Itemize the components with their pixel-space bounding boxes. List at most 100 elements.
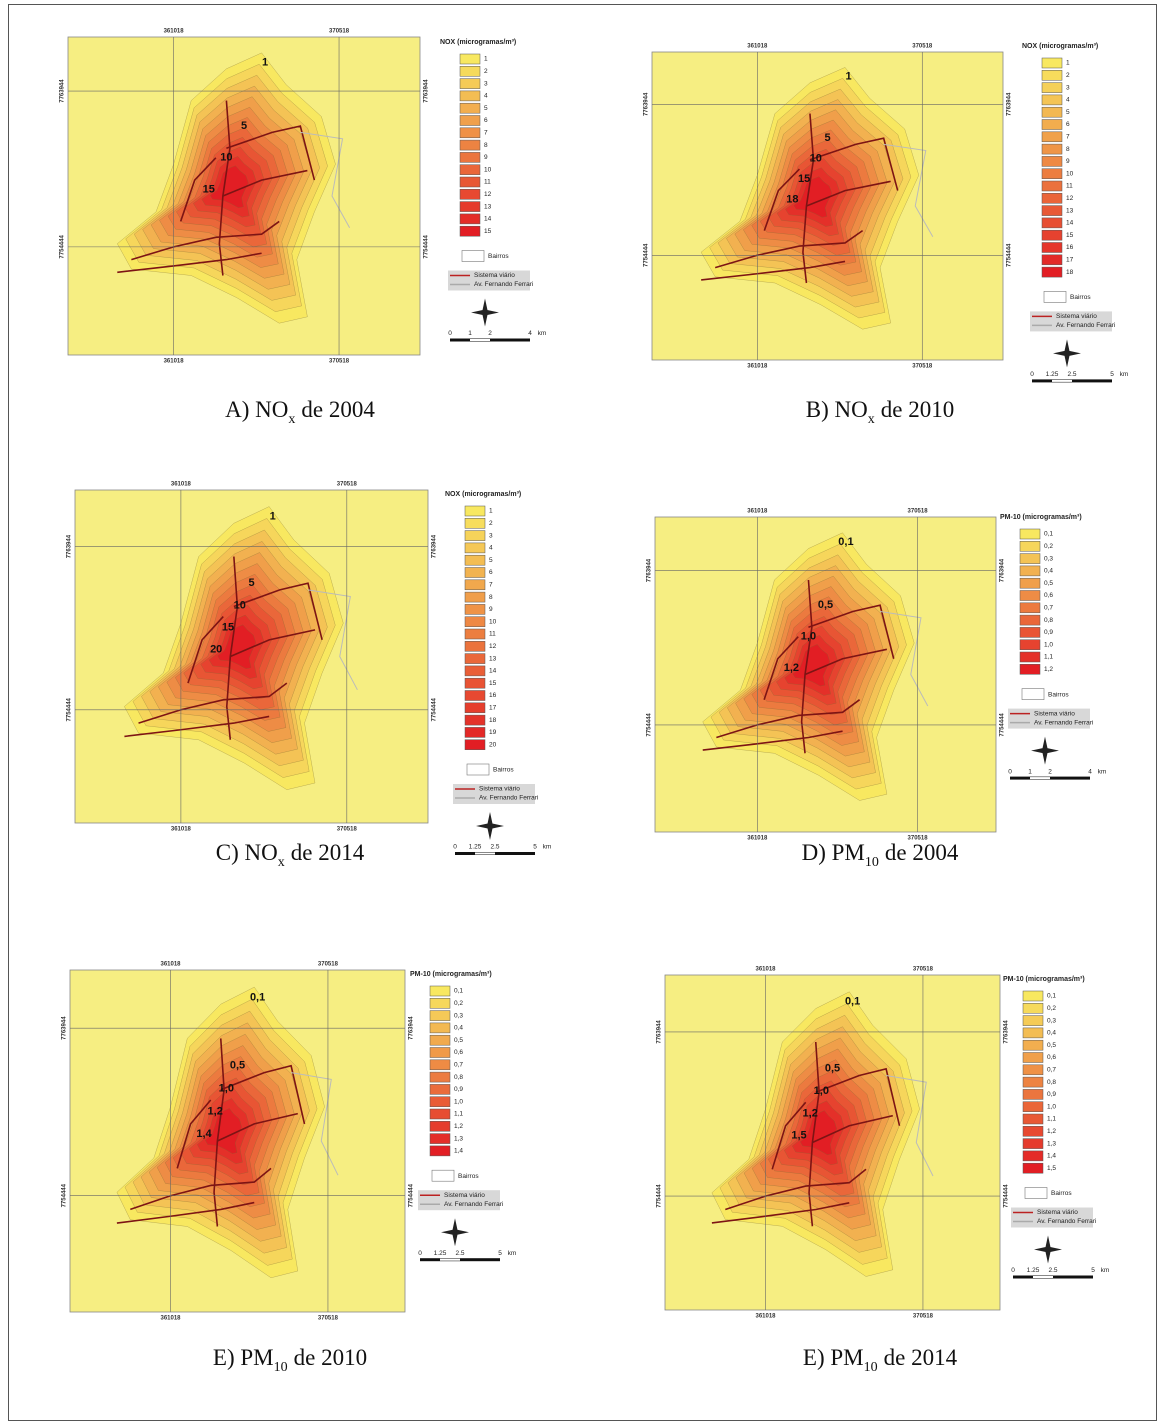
legend-label: 0,6: [1044, 592, 1053, 599]
scale-label: 2: [488, 330, 492, 337]
legend-swatch: [1022, 1064, 1044, 1076]
scale-label: km: [538, 330, 547, 337]
legend-swatch: [429, 1034, 451, 1046]
legend-swatch: [464, 677, 486, 689]
legend-label: 2: [484, 68, 488, 75]
legend-label: Bairros: [458, 1173, 479, 1180]
legend-swatch: [464, 530, 486, 541]
road: [702, 730, 843, 751]
legend-swatch: [464, 579, 486, 591]
legend-swatch: [464, 702, 486, 714]
scale-bar: [470, 339, 490, 341]
legend-title: PM-10 (microgramas/m³): [1000, 514, 1082, 521]
neighborhood-outline: [879, 611, 929, 707]
legend-swatch: [1041, 82, 1063, 93]
legend-label: 1,0: [1044, 641, 1053, 648]
legend-swatch: [464, 616, 486, 627]
legend-label: Sistema viário: [1034, 710, 1075, 717]
legend-title: NOX (microgramas/m³): [445, 491, 521, 498]
legend-label: 0,3: [454, 1012, 463, 1019]
legend-label: 1,4: [454, 1148, 463, 1155]
road: [763, 168, 800, 231]
scale-label: 2.5: [1048, 1267, 1057, 1274]
neighborhood-outline: [307, 589, 358, 691]
legend-swatch: [1019, 639, 1041, 650]
legend-label: Av. Fernando Ferrari: [1037, 1218, 1096, 1225]
legend-swatch: [1019, 651, 1041, 663]
legend-swatch: [464, 542, 486, 554]
scale-label: 5: [533, 844, 537, 851]
caption-subscript: x: [868, 412, 875, 427]
coord-label: 7763944: [1000, 558, 1006, 582]
contour-band: [209, 165, 249, 209]
road: [217, 1112, 298, 1142]
road: [725, 1168, 867, 1211]
scale-label: 1.25: [1027, 1267, 1040, 1274]
legend-swatch: [464, 653, 486, 664]
contour-label: 0,1: [250, 991, 265, 1003]
road: [131, 220, 280, 261]
legend-label: 0,8: [1044, 617, 1053, 624]
legend-label: Bairros: [1051, 1190, 1072, 1197]
caption-text: de 2010: [881, 397, 954, 422]
legend-label: 0,2: [454, 1000, 463, 1007]
contour-label: 0,1: [838, 536, 853, 548]
coord-label: 370518: [329, 29, 350, 35]
legend-swatch: [1022, 1052, 1044, 1063]
road: [806, 180, 891, 207]
legend-swatch: [1022, 1101, 1044, 1112]
coord-label: 361018: [747, 364, 768, 370]
caption-text: de 2010: [294, 1345, 367, 1370]
legend-swatch: [461, 250, 485, 262]
caption-text: C) NO: [216, 840, 278, 865]
contour-label: 1,2: [208, 1105, 223, 1117]
contour-label: 0,5: [818, 599, 833, 611]
legend-swatch: [1019, 614, 1041, 626]
contour-label: 1,2: [803, 1107, 818, 1119]
legend-label: 1,3: [1047, 1140, 1056, 1147]
contour-band: [793, 176, 833, 218]
coord-label: 370518: [908, 509, 929, 515]
road: [804, 648, 888, 676]
north-arrow: [476, 812, 504, 840]
legend-label: Av. Fernando Ferrari: [1034, 719, 1093, 726]
legend-swatch: [429, 1121, 451, 1132]
neighborhood-outline: [291, 1072, 339, 1176]
legend-label: 12: [484, 191, 492, 198]
legend-swatch: [1021, 688, 1045, 700]
legend-swatch: [466, 763, 490, 776]
legend-swatch: [464, 554, 486, 566]
scale-label: km: [508, 1250, 517, 1257]
legend-swatch: [1041, 119, 1063, 130]
legend-swatch: [459, 164, 481, 175]
legend-title: PM-10 (microgramas/m³): [1003, 976, 1085, 983]
legend-label: Bairros: [493, 767, 514, 774]
legend-swatch: [1041, 70, 1063, 81]
legend-swatch: [459, 102, 481, 114]
legend-swatch: [1041, 106, 1063, 118]
contour-label: 1: [845, 71, 851, 83]
legend-label: 6: [1066, 121, 1070, 128]
legend-label: 17: [1066, 257, 1074, 264]
coord-label: 7763944: [62, 1016, 68, 1040]
contour-band: [792, 644, 831, 687]
legend-label: 4: [484, 93, 488, 100]
contour-band: [800, 1110, 837, 1156]
legend-swatch: [429, 1010, 451, 1021]
legend-swatch: [464, 641, 486, 652]
map-panel: 361018 361018 370518 370518 7763944 7763944 77…: [62, 962, 517, 1376]
legend-label: Av. Fernando Ferrari: [479, 795, 538, 802]
legend-swatch: [1022, 1039, 1044, 1051]
legend-label: 1,1: [1047, 1116, 1056, 1123]
legend-swatch: [459, 189, 481, 200]
scale-label: 5: [1110, 371, 1114, 378]
contour-label: 0,1: [845, 996, 860, 1008]
scale-label: 0: [1011, 1267, 1015, 1274]
coord-label: 361018: [747, 44, 768, 50]
road: [187, 616, 224, 684]
legend-label: 15: [1066, 232, 1074, 239]
legend-label: 1: [489, 508, 493, 515]
contour-label: 1,5: [791, 1130, 806, 1142]
legend-label: 0,5: [1044, 580, 1053, 587]
legend-label: Sistema viário: [479, 786, 520, 793]
